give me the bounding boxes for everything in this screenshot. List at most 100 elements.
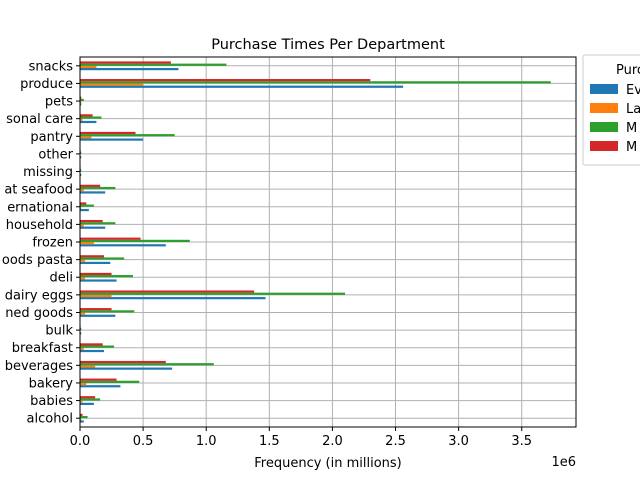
- bar: [80, 184, 101, 187]
- bar: [80, 343, 103, 346]
- bar: [80, 191, 106, 194]
- bar: [80, 103, 82, 106]
- y-tick-label: deli: [50, 271, 73, 286]
- bar: [80, 347, 84, 350]
- y-tick-label: pantry: [30, 130, 73, 145]
- bar: [80, 257, 125, 260]
- bar: [80, 380, 140, 383]
- y-tick-label: pets: [45, 95, 73, 110]
- bar: [80, 138, 144, 141]
- bar: [80, 186, 116, 190]
- bar: [80, 275, 134, 278]
- bar: [80, 204, 94, 207]
- bar: [80, 402, 94, 405]
- bar: [80, 398, 101, 401]
- bar: [80, 272, 112, 276]
- bar: [80, 219, 103, 223]
- bar: [80, 292, 346, 295]
- bar: [80, 363, 214, 366]
- bar: [80, 81, 551, 84]
- legend-label: M: [626, 140, 637, 155]
- legend-title: Purc: [616, 63, 640, 78]
- bar: [80, 96, 82, 99]
- bar: [80, 226, 106, 229]
- bar: [80, 396, 96, 399]
- bar: [80, 173, 82, 176]
- bar: [80, 327, 82, 331]
- bar: [80, 255, 104, 258]
- bar: [80, 385, 121, 388]
- y-ticks: alcohol babies bakery beverages breakfast bul…: [2, 59, 80, 427]
- x-tick-label: 1.5: [259, 434, 280, 449]
- y-tick-label: produce: [20, 77, 73, 92]
- bar: [80, 202, 87, 205]
- bar: [80, 244, 166, 247]
- y-tick-label: missing: [23, 165, 73, 180]
- bar: [80, 418, 82, 421]
- y-tick-label: bulk: [45, 324, 73, 339]
- y-tick-label: ernational: [7, 200, 73, 215]
- bar: [80, 310, 135, 313]
- y-tick-label: at seafood: [4, 183, 73, 198]
- bar: [80, 290, 255, 293]
- x-tick-label: 2.0: [322, 434, 343, 449]
- bar: [80, 297, 266, 300]
- bar: [80, 312, 86, 315]
- bar: [80, 65, 97, 69]
- y-tick-label: ned goods: [5, 306, 73, 321]
- bar: [80, 79, 371, 82]
- bar: [80, 242, 94, 245]
- bar: [80, 277, 86, 280]
- x-tick-label: 0.5: [133, 434, 154, 449]
- legend-swatch: [590, 84, 618, 94]
- bar: [80, 237, 141, 240]
- x-tick-label: 3.0: [448, 434, 469, 449]
- bar: [80, 169, 82, 172]
- y-tick-label: bakery: [29, 376, 74, 391]
- bar: [80, 83, 144, 86]
- bar: [80, 378, 117, 381]
- x-tick-label: 3.5: [511, 434, 532, 449]
- bar: [80, 415, 88, 419]
- bar: [80, 345, 115, 348]
- legend-swatch: [590, 103, 618, 113]
- bar: [80, 98, 84, 102]
- bar: [80, 365, 96, 368]
- bars: [80, 61, 551, 423]
- bar: [80, 156, 82, 159]
- bar: [80, 131, 136, 135]
- y-tick-label: oods pasta: [2, 253, 73, 268]
- bar: [80, 63, 227, 66]
- bar: [80, 151, 82, 154]
- bar: [80, 116, 102, 119]
- bar: [80, 136, 92, 139]
- bar: [80, 308, 112, 311]
- bar: [80, 114, 93, 117]
- chart-title: Purchase Times Per Department: [211, 37, 445, 53]
- bar: [80, 189, 84, 192]
- bar: [80, 420, 84, 423]
- y-tick-label: frozen: [32, 236, 73, 251]
- y-tick-label: sonal care: [6, 112, 73, 127]
- y-tick-label: alcohol: [27, 412, 73, 427]
- y-tick-label: breakfast: [12, 341, 73, 356]
- bar: [80, 85, 404, 88]
- x-ticks: 0.0 0.5 1.0 1.5 2.0 2.5 3.0 3.5: [70, 427, 532, 449]
- y-tick-label: dairy eggs: [5, 288, 74, 303]
- bar: [80, 68, 179, 71]
- bar: [80, 400, 83, 403]
- y-tick-label: other: [38, 147, 73, 162]
- bar: [80, 208, 89, 212]
- legend: Purc Ev La MM: [582, 54, 640, 166]
- bar: [80, 382, 87, 386]
- bar: [80, 101, 82, 104]
- y-tick-label: household: [6, 218, 73, 233]
- bar: [80, 261, 111, 265]
- bar: [80, 239, 190, 242]
- legend-swatch: [590, 141, 618, 151]
- x-offset-label: 1e6: [551, 455, 576, 470]
- x-tick-label: 2.5: [385, 434, 406, 449]
- x-tick-label: 1.0: [196, 434, 217, 449]
- bar: [80, 413, 83, 416]
